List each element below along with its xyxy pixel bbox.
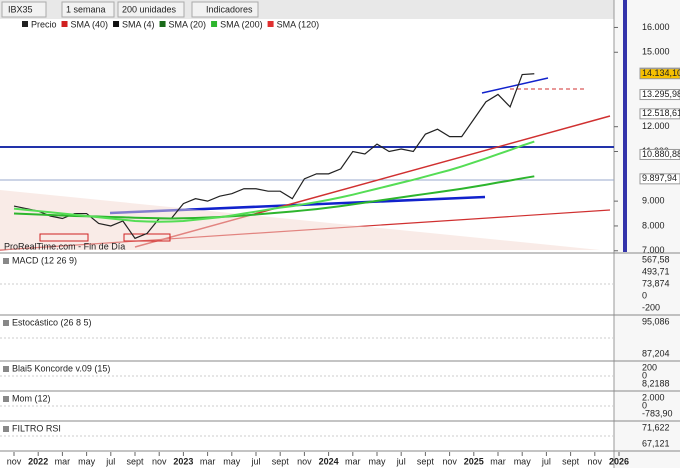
indicators: Indicadores (206, 4, 253, 14)
x-tick-label: nov (297, 456, 312, 466)
x-tick-label: nov (588, 456, 603, 466)
price-tag (639, 148, 680, 160)
x-tick-label: mar (200, 456, 216, 466)
panel-axis-label: 567,58 (642, 254, 670, 264)
x-tick-label: sept (417, 456, 435, 466)
symbol-box[interactable] (1, 1, 47, 18)
y-tick-label: 15.000 (642, 47, 670, 57)
legend-label: SMA (200) (220, 19, 263, 29)
y-tick-label: 9.000 (642, 196, 665, 206)
panel-icon (3, 258, 9, 264)
panel-axis-label: 87,204 (642, 348, 670, 358)
x-tick-label: 2023 (173, 456, 193, 466)
x-tick-label: may (514, 456, 532, 466)
legend-label: SMA (20) (169, 19, 207, 29)
symbol: IBX35 (8, 4, 33, 14)
panel-icon (3, 320, 9, 326)
price-label: 10.880,88 (642, 149, 680, 159)
price-label: 9.897,94 (642, 173, 677, 183)
zone (0, 190, 600, 250)
x-tick-label: may (368, 456, 386, 466)
x-tick-label: jul (541, 456, 551, 466)
watermark: ProRealTime.com - Fin de Día (4, 241, 125, 251)
indicators-box[interactable] (191, 1, 259, 18)
legend-swatch (267, 21, 274, 27)
x-tick-label: may (223, 456, 241, 466)
legend-swatch (159, 21, 166, 27)
panel-title: MACD (12 26 9) (12, 255, 77, 265)
price-label: 13.295,98 (642, 89, 680, 99)
panel-axis-label: 0 (642, 290, 647, 300)
units: 200 unidades (122, 4, 177, 14)
legend-swatch (113, 21, 120, 27)
x-tick-label: sept (272, 456, 290, 466)
panel-axis-label: 95,086 (642, 316, 670, 326)
panel-title: Mom (12) (12, 393, 51, 403)
x-tick-label: nov (7, 456, 22, 466)
panel-axis-label: -783,90 (642, 408, 673, 418)
period-box[interactable] (61, 1, 115, 18)
period: 1 semana (66, 4, 106, 14)
y-tick-label: 16.000 (642, 22, 670, 32)
panel-axis-label: 2.000 (642, 392, 665, 402)
y-tick-label: 12.000 (642, 121, 670, 131)
trend-line (481, 77, 549, 94)
x-tick-label: mar (345, 456, 361, 466)
price-tag (639, 108, 680, 120)
units-box[interactable] (117, 1, 185, 18)
legend-label: SMA (4) (122, 19, 155, 29)
x-tick-label: jul (250, 456, 260, 466)
panel-axis-label: 8,2188 (642, 378, 670, 388)
panel-axis-label: 200 (642, 362, 657, 372)
series-line (13, 73, 535, 240)
panel-title: Estocástico (26 8 5) (12, 317, 92, 327)
panel-icon (3, 426, 9, 432)
panel-icon (3, 366, 9, 372)
legend-swatch (22, 21, 28, 27)
legend-label: SMA (120) (277, 19, 320, 29)
panel-axis-label: 73,874 (642, 278, 670, 288)
vertical-marker (623, 0, 627, 252)
y-tick-label: 7.000 (642, 245, 665, 255)
x-tick-label: mar (490, 456, 506, 466)
x-tick-label: 2026 (609, 456, 629, 466)
legend-label: Precio (31, 19, 57, 29)
price-label: 14.134,10 (642, 68, 680, 78)
panel-axis-label: 67,121 (642, 438, 670, 448)
x-tick-label: may (78, 456, 96, 466)
panel-axis-label: 71,622 (642, 422, 670, 432)
price-tag (639, 68, 680, 80)
x-tick-label: jul (105, 456, 115, 466)
price-tag (639, 173, 680, 185)
highlight-box (39, 233, 89, 242)
panel-title: Blai5 Koncorde v.09 (15) (12, 363, 110, 373)
panel-axis-label: -200 (642, 302, 660, 312)
series-line (13, 140, 535, 223)
y-tick-label: 8.000 (642, 220, 665, 230)
x-tick-label: nov (442, 456, 457, 466)
x-tick-label: 2022 (28, 456, 48, 466)
x-tick-label: nov (152, 456, 167, 466)
price-tag (639, 89, 680, 101)
x-tick-label: 2025 (464, 456, 484, 466)
panel-icon (3, 396, 9, 402)
legend-swatch (211, 21, 218, 27)
x-tick-label: 2024 (319, 456, 339, 466)
panel-axis-label: 0 (642, 370, 647, 380)
x-tick-label: mar (55, 456, 71, 466)
panel-axis-label: 0 (642, 400, 647, 410)
price-label: 12.518,61 (642, 108, 680, 118)
legend-swatch (61, 21, 68, 27)
panel-title: FILTRO RSI (12, 423, 61, 433)
x-tick-label: sept (126, 456, 144, 466)
legend-label: SMA (40) (71, 19, 109, 29)
x-tick-label: sept (562, 456, 580, 466)
x-tick-label: jul (396, 456, 406, 466)
panel-axis-label: 493,71 (642, 266, 670, 276)
